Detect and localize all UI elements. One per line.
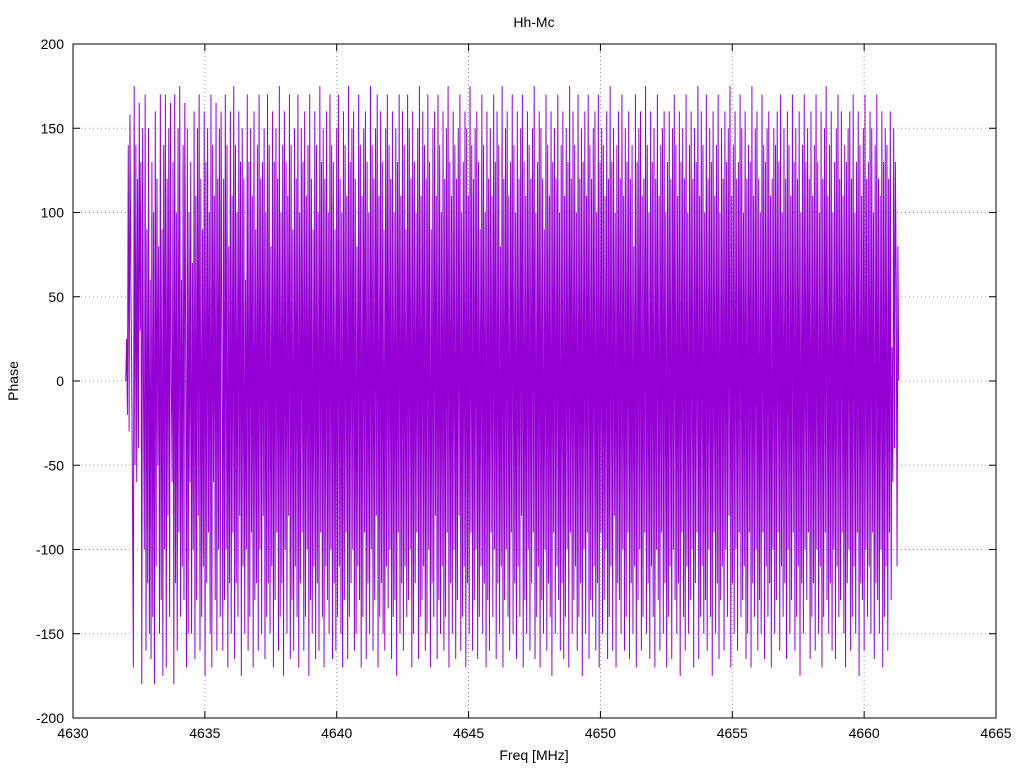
x-tick-label: 4635 xyxy=(189,725,220,741)
y-tick-label: 150 xyxy=(41,120,65,136)
x-tick-label: 4645 xyxy=(453,725,484,741)
y-axis-label: Phase xyxy=(5,361,21,401)
y-tick-label: -100 xyxy=(36,542,64,558)
ticks: 4630 4635 4640 4645 4650 4655 4660 4665 -200 -150… xyxy=(36,36,1012,741)
x-tick-label: 4660 xyxy=(849,725,880,741)
x-tick-label: 4665 xyxy=(980,725,1011,741)
x-axis-label: Freq [MHz] xyxy=(499,747,568,763)
x-tick-label: 4650 xyxy=(585,725,616,741)
y-tick-label: 100 xyxy=(41,205,65,221)
x-tick-label: 4630 xyxy=(57,725,88,741)
y-tick-label: 50 xyxy=(48,289,64,305)
y-tick-label: 200 xyxy=(41,36,65,52)
y-tick-label: -200 xyxy=(36,710,64,726)
y-tick-label: 0 xyxy=(56,373,64,389)
chart-title: Hh-Mc xyxy=(513,14,554,30)
y-tick-label: -50 xyxy=(44,457,64,473)
phase-series-line xyxy=(125,86,900,685)
series-layer xyxy=(125,86,900,685)
x-tick-label: 4640 xyxy=(321,725,352,741)
x-tick-label: 4655 xyxy=(717,725,748,741)
y-tick-label: -150 xyxy=(36,626,64,642)
